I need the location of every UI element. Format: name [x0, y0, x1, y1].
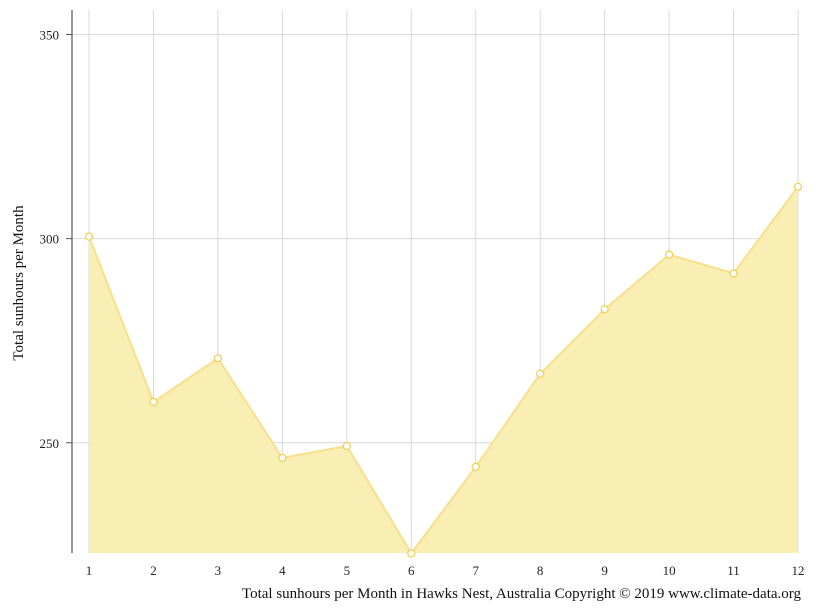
x-tick-label: 8	[537, 563, 544, 578]
data-point-3	[213, 354, 223, 363]
y-tick-label: 250	[40, 436, 60, 451]
data-points	[84, 182, 803, 558]
data-point-9	[600, 305, 609, 314]
data-point-1	[84, 232, 94, 241]
data-point-10	[664, 250, 674, 259]
x-axis-ticks: 1 2 3 4 5 6 7 8 9 10 11 12	[86, 563, 805, 578]
series-line	[88, 186, 799, 556]
y-axis-ticks: 250 300 350	[40, 27, 72, 451]
data-point-11	[729, 269, 738, 278]
data-point-8	[536, 369, 545, 378]
x-tick-label: 7	[472, 563, 479, 578]
data-point-7	[471, 462, 480, 472]
y-tick-label: 300	[40, 232, 60, 247]
area-fill	[89, 186, 798, 554]
data-point-5	[342, 441, 351, 451]
x-tick-label: 12	[792, 563, 805, 578]
data-point-12	[793, 182, 803, 191]
data-point-2	[149, 397, 158, 407]
x-tick-label: 10	[663, 563, 676, 578]
x-tick-label: 11	[727, 563, 740, 578]
x-tick-label: 1	[86, 563, 93, 578]
chart-caption: Total sunhours per Month in Hawks Nest, …	[242, 586, 802, 602]
x-tick-label: 4	[279, 563, 286, 578]
data-point-6	[407, 549, 416, 558]
x-tick-label: 6	[408, 563, 415, 578]
x-tick-label: 9	[601, 563, 608, 578]
x-tick-label: 2	[150, 563, 157, 578]
y-axis-title: Total sunhours per Month	[11, 205, 27, 361]
y-tick-label: 350	[40, 27, 60, 42]
data-point-4	[278, 453, 287, 463]
x-tick-label: 3	[215, 563, 222, 578]
x-tick-label: 5	[344, 563, 351, 578]
